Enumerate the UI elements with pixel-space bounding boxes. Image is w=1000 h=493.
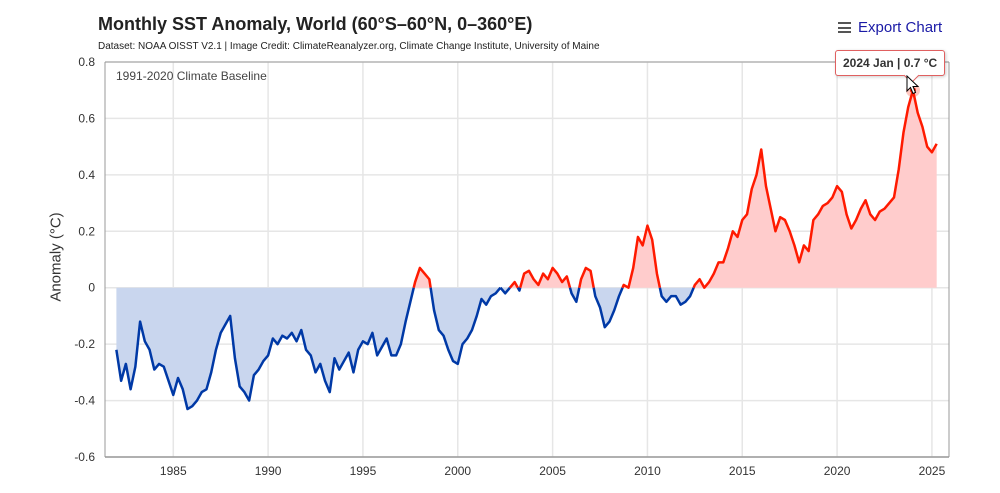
x-tick-label: 2010 (634, 464, 661, 478)
negative-anomaly-line (592, 287, 624, 329)
mouse-cursor-icon (906, 75, 920, 95)
tick-labels: -0.6 -0.4 -0.2 0 0.2 0.4 0.6 0.8 1985 1990 1995 200… (74, 55, 945, 478)
series-lines (115, 88, 938, 411)
positive-anomaly-line (692, 88, 938, 289)
chart-title: Monthly SST Anomaly, World (60°S–60°N, 0… (98, 14, 533, 34)
x-tick-label: 2000 (444, 464, 471, 478)
area-fills (116, 90, 937, 410)
positive-anomaly-line (519, 266, 572, 289)
x-tick-label: 2015 (729, 464, 756, 478)
negative-anomaly-fill (593, 287, 623, 328)
negative-anomaly-fill (116, 287, 414, 410)
negative-anomaly-line (516, 287, 522, 292)
negative-anomaly-line (658, 287, 695, 306)
chart-subtitle: Dataset: NOAA OISST V2.1 | Image Credit:… (98, 41, 600, 52)
x-tick-label: 1990 (255, 464, 282, 478)
y-tick-label: -0.2 (74, 337, 95, 351)
y-tick-label: -0.4 (74, 394, 95, 408)
hamburger-menu-icon (838, 22, 851, 33)
y-tick-label: 0.8 (78, 55, 95, 69)
positive-anomaly-fill (622, 225, 660, 288)
negative-anomaly-line (115, 287, 415, 411)
axes (104, 61, 950, 458)
data-tooltip: 2024 Jan | 0.7 °C (835, 50, 946, 76)
y-tick-label: 0.6 (78, 111, 95, 125)
negative-anomaly-fill (430, 287, 501, 364)
positive-anomaly-line (578, 266, 595, 288)
export-chart-button[interactable]: Export Chart (838, 19, 942, 36)
negative-anomaly-line (429, 286, 502, 366)
positive-anomaly-line (508, 280, 519, 289)
x-tick-label: 2025 (919, 464, 946, 478)
positive-anomaly-line (621, 224, 662, 289)
positive-anomaly-fill (413, 267, 431, 288)
x-tick-label: 1985 (160, 464, 187, 478)
y-tick-label: -0.6 (74, 450, 95, 464)
x-tick-label: 1995 (350, 464, 377, 478)
x-tick-label: 2020 (824, 464, 851, 478)
export-chart-label: Export Chart (858, 19, 943, 36)
negative-anomaly-line (568, 287, 581, 304)
negative-anomaly-line (499, 286, 511, 295)
y-tick-label: 0.2 (78, 224, 95, 238)
positive-anomaly-line (412, 266, 432, 289)
baseline-annotation: 1991-2020 Climate Baseline (116, 69, 267, 83)
y-axis-label: Anomaly (°C) (47, 212, 65, 302)
positive-anomaly-fill (693, 90, 937, 288)
x-tick-label: 2005 (539, 464, 566, 478)
y-tick-label: 0 (88, 281, 95, 295)
y-tick-label: 0.4 (78, 168, 95, 182)
